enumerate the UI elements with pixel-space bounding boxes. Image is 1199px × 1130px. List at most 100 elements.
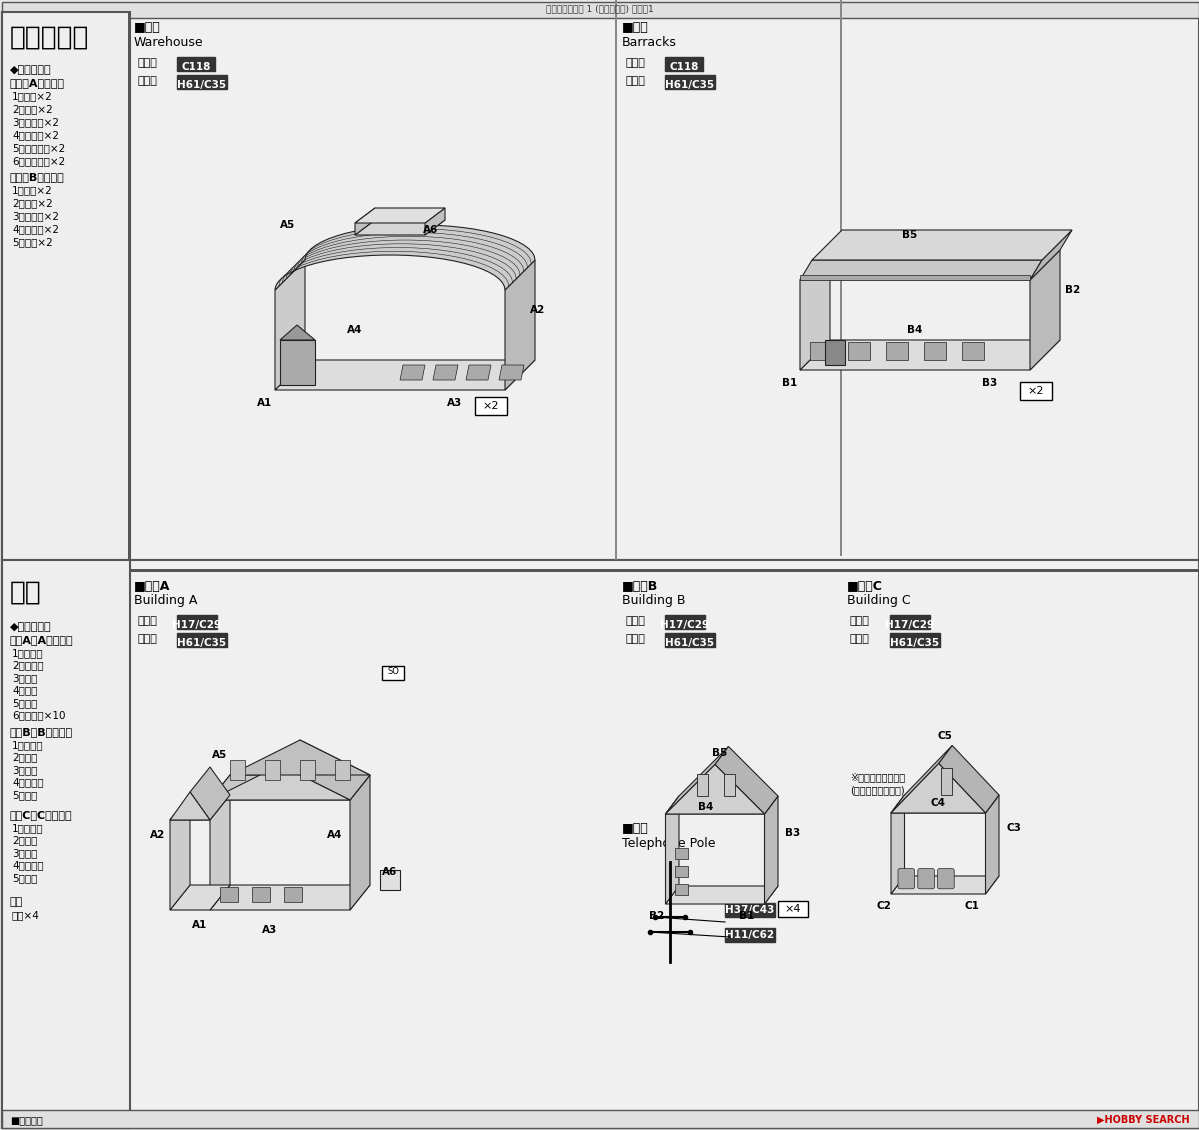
- Text: ■兵舎: ■兵舎: [622, 21, 649, 34]
- Bar: [665, 56, 703, 71]
- Text: 5　屋根: 5 屋根: [12, 790, 37, 800]
- Polygon shape: [724, 774, 735, 796]
- Text: A2: A2: [150, 831, 165, 840]
- Text: ×2: ×2: [1028, 386, 1044, 396]
- Text: 1　正面×2: 1 正面×2: [12, 185, 53, 195]
- Bar: [615, 0, 617, 556]
- Text: 壁面：: 壁面：: [625, 634, 645, 644]
- Text: H37/C43: H37/C43: [725, 905, 775, 915]
- Polygon shape: [210, 885, 370, 910]
- Bar: [2, 560, 129, 1128]
- Text: H11/C62: H11/C62: [725, 930, 775, 940]
- Text: H61/C35: H61/C35: [665, 80, 715, 90]
- Text: 6　屋根窓×10: 6 屋根窓×10: [12, 711, 66, 721]
- Polygon shape: [825, 340, 845, 365]
- Text: 4　左壁面×2: 4 左壁面×2: [12, 224, 59, 234]
- Text: C2: C2: [876, 902, 891, 911]
- Text: 5　屋根下部×2: 5 屋根下部×2: [12, 144, 65, 153]
- Text: 電柱: 電柱: [10, 897, 23, 907]
- Polygon shape: [275, 360, 535, 390]
- Text: A3: A3: [447, 398, 463, 408]
- Polygon shape: [800, 275, 1030, 280]
- Polygon shape: [170, 796, 230, 820]
- Polygon shape: [891, 796, 904, 894]
- Bar: [177, 615, 217, 629]
- Text: 3　正面: 3 正面: [12, 673, 37, 683]
- Text: ×4: ×4: [785, 904, 801, 914]
- Text: B4: B4: [698, 801, 713, 811]
- Polygon shape: [1030, 250, 1060, 370]
- Text: B5: B5: [712, 748, 727, 757]
- Text: 3　背面: 3 背面: [12, 848, 37, 858]
- Polygon shape: [800, 250, 830, 370]
- Text: A5: A5: [212, 750, 228, 760]
- Polygon shape: [170, 796, 189, 910]
- Bar: [382, 666, 404, 680]
- Text: C4: C4: [930, 798, 945, 808]
- Text: SO: SO: [387, 668, 399, 677]
- Text: 2　背面×2: 2 背面×2: [12, 104, 53, 114]
- Text: Barracks: Barracks: [622, 36, 677, 49]
- FancyBboxPatch shape: [917, 869, 934, 889]
- Text: 屋根：: 屋根：: [625, 616, 645, 626]
- Text: B2: B2: [1065, 285, 1080, 295]
- Text: 2　背面×2: 2 背面×2: [12, 198, 53, 208]
- Text: 壁面：: 壁面：: [850, 634, 870, 644]
- Bar: [840, 0, 842, 556]
- Polygon shape: [891, 746, 952, 812]
- Text: 5　屋根: 5 屋根: [12, 698, 37, 709]
- Bar: [778, 901, 808, 918]
- Text: B4: B4: [908, 325, 923, 334]
- Polygon shape: [210, 775, 230, 910]
- Text: B1: B1: [739, 911, 754, 921]
- Polygon shape: [300, 760, 315, 780]
- Polygon shape: [170, 792, 210, 820]
- Text: A1: A1: [258, 398, 272, 408]
- Text: (スジがある方が下): (スジがある方が下): [850, 785, 904, 796]
- Bar: [475, 397, 507, 415]
- Text: 3　背面: 3 背面: [12, 765, 37, 775]
- Bar: [924, 342, 946, 360]
- Text: 壁面：: 壁面：: [137, 76, 157, 86]
- Polygon shape: [424, 208, 445, 235]
- Text: H61/C35: H61/C35: [891, 638, 940, 647]
- Polygon shape: [400, 365, 424, 380]
- Polygon shape: [281, 340, 315, 385]
- Polygon shape: [230, 760, 245, 780]
- Text: H61/C35: H61/C35: [665, 638, 715, 647]
- Bar: [890, 615, 930, 629]
- Text: 1　右壁面: 1 右壁面: [12, 823, 43, 833]
- Polygon shape: [189, 767, 230, 820]
- Text: H17/C29: H17/C29: [173, 620, 222, 631]
- Text: 建物: 建物: [10, 580, 42, 606]
- Bar: [890, 633, 940, 647]
- Bar: [665, 615, 705, 629]
- Polygon shape: [812, 231, 1072, 260]
- Text: C5: C5: [938, 731, 952, 741]
- Bar: [665, 633, 715, 647]
- Text: 3　右壁面×2: 3 右壁面×2: [12, 211, 59, 221]
- Text: ×2: ×2: [483, 401, 499, 411]
- Text: 5　屋根×2: 5 屋根×2: [12, 237, 53, 247]
- Bar: [725, 903, 775, 918]
- Text: ■倉庫: ■倉庫: [134, 21, 161, 34]
- Text: 壁面：: 壁面：: [137, 634, 157, 644]
- Text: Building C: Building C: [846, 594, 910, 607]
- Polygon shape: [380, 870, 400, 890]
- Text: C118: C118: [181, 62, 211, 72]
- Text: ■電柱: ■電柱: [622, 822, 649, 835]
- Text: 4　左壁面×2: 4 左壁面×2: [12, 130, 59, 140]
- Bar: [2, 2, 1199, 18]
- Text: 倉庫（Aパーツ）: 倉庫（Aパーツ）: [10, 78, 65, 88]
- Text: A5: A5: [281, 220, 295, 231]
- Text: Telephone Pole: Telephone Pole: [622, 837, 716, 850]
- Bar: [675, 849, 688, 859]
- Polygon shape: [281, 325, 315, 340]
- Text: 2　正面: 2 正面: [12, 835, 37, 845]
- FancyBboxPatch shape: [938, 869, 954, 889]
- Text: A1: A1: [192, 920, 207, 930]
- Text: ◆部品リスト: ◆部品リスト: [10, 66, 52, 75]
- Text: 電柱×4: 電柱×4: [12, 910, 40, 920]
- Text: 1　正面×2: 1 正面×2: [12, 92, 53, 101]
- Polygon shape: [355, 208, 445, 223]
